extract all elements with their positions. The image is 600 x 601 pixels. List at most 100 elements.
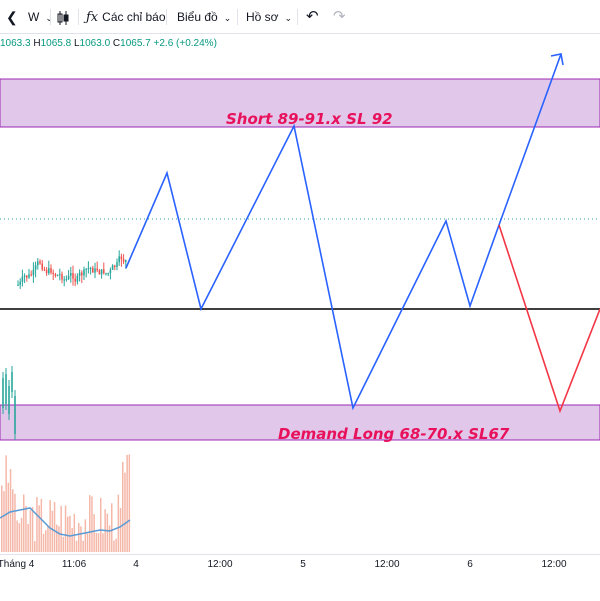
- candle-body: [14, 396, 16, 434]
- ohlc-legend: 1063.3 H1065.8 L1063.0 C1065.7 +2.6 (+0.…: [0, 38, 217, 49]
- volume-bar: [53, 501, 56, 552]
- time-tick: Tháng 4: [0, 559, 35, 570]
- candle-body: [11, 372, 13, 392]
- volume-bar: [38, 505, 40, 552]
- candle-body: [122, 259, 125, 262]
- ohlc-high: 1065.8: [40, 38, 72, 49]
- volume-bar: [58, 526, 60, 552]
- candle-body: [89, 267, 92, 269]
- candle-body: [28, 274, 30, 278]
- ohlc-low: 1063.0: [79, 38, 111, 49]
- volume-bar: [3, 491, 5, 552]
- volume-bar: [56, 524, 58, 552]
- time-tick: 5: [300, 559, 306, 570]
- candle-body: [94, 268, 96, 273]
- chart-type-label: Biểu đồ: [177, 10, 218, 24]
- volume-bar: [91, 496, 93, 552]
- undo-icon[interactable]: ↶: [306, 8, 319, 25]
- volume-bar: [111, 503, 113, 552]
- candle-body: [56, 275, 59, 277]
- demand-zone-box: [0, 404, 600, 441]
- candle-body: [78, 272, 81, 276]
- volume-bar: [100, 497, 102, 552]
- time-tick: 12:00: [374, 559, 400, 570]
- volume-bar: [89, 495, 91, 552]
- candle-body: [5, 374, 7, 404]
- candle-body: [50, 268, 52, 273]
- indicators-button[interactable]: ƒx Các chỉ báo: [86, 0, 166, 34]
- volume-bar: [29, 510, 32, 552]
- candle-body: [48, 268, 50, 274]
- candle-body: [59, 274, 61, 276]
- collapse-icon[interactable]: ❮: [6, 9, 18, 25]
- volume-bar: [31, 507, 34, 552]
- volume-bar: [60, 505, 62, 552]
- volume-bar: [106, 513, 109, 552]
- bullish-projection-line: [125, 53, 562, 411]
- candle-body: [96, 268, 98, 271]
- arrow-head-icon: [550, 53, 564, 66]
- candle-body: [118, 256, 120, 263]
- candle-body: [17, 284, 19, 286]
- candle-body: [19, 281, 21, 285]
- volume-bar: [64, 505, 67, 552]
- ohlc-change: +2.6 (+0.24%): [153, 38, 217, 49]
- volume-bar: [95, 532, 98, 552]
- candle-body: [41, 263, 43, 270]
- volume-bar: [47, 526, 49, 552]
- volume-bar: [34, 541, 36, 552]
- time-axis[interactable]: Tháng 4 11:06 4 12:00 5 12:00 6 12:00: [0, 554, 600, 601]
- candle-body: [61, 274, 63, 280]
- indicators-label: Các chỉ báo: [102, 10, 166, 24]
- candle-body: [72, 273, 74, 279]
- candle-body: [45, 269, 48, 274]
- volume-bar: [5, 455, 7, 552]
- volume-ma-line: [0, 507, 131, 537]
- volume-bar: [78, 522, 80, 552]
- short-zone-label: Short 89-91.x SL 92: [226, 110, 393, 128]
- volume-bar: [115, 538, 117, 552]
- volume-bar: [69, 515, 71, 552]
- candle-body: [23, 275, 26, 277]
- chart-type-button[interactable]: Biểu đồ ⌄: [177, 0, 231, 34]
- redo-icon[interactable]: ↷: [333, 8, 346, 25]
- candle-body: [74, 278, 76, 282]
- volume-bar: [18, 523, 21, 552]
- bearish-projection-line: [498, 224, 600, 414]
- time-tick: 6: [467, 559, 473, 570]
- candle-body: [98, 270, 101, 275]
- candle-body: [105, 273, 107, 275]
- volume-bar: [7, 482, 10, 552]
- volume-bar: [128, 454, 131, 552]
- time-tick: 4: [133, 559, 139, 570]
- candle-body: [37, 261, 39, 266]
- volume-bar: [108, 525, 111, 552]
- volume-bar: [75, 540, 78, 552]
- volume-bar: [16, 520, 18, 552]
- volume-bar: [36, 497, 38, 552]
- candle-body: [54, 273, 57, 276]
- candles-icon[interactable]: [56, 0, 70, 34]
- candle-body: [70, 273, 72, 276]
- candle-body: [85, 268, 87, 270]
- time-tick: 12:00: [541, 559, 567, 570]
- volume-bar: [71, 528, 73, 552]
- interval-button[interactable]: W⌄: [28, 0, 53, 34]
- chevron-down-icon: ⌄: [223, 13, 232, 23]
- candle-body: [63, 279, 65, 281]
- candle-body: [34, 265, 37, 270]
- candle-body: [120, 256, 123, 260]
- volume-bar: [51, 510, 54, 552]
- volume-bar: [40, 498, 43, 552]
- templates-button[interactable]: Hồ sơ ⌄: [246, 0, 292, 34]
- volume-bar: [102, 533, 104, 552]
- candle-body: [109, 269, 112, 274]
- candle-body: [52, 272, 54, 274]
- candle-body: [43, 269, 46, 271]
- candle-body: [111, 265, 114, 270]
- candle-body: [21, 276, 24, 282]
- volume-bar: [117, 494, 120, 552]
- volume-bar: [62, 536, 65, 552]
- candle-body: [76, 275, 79, 282]
